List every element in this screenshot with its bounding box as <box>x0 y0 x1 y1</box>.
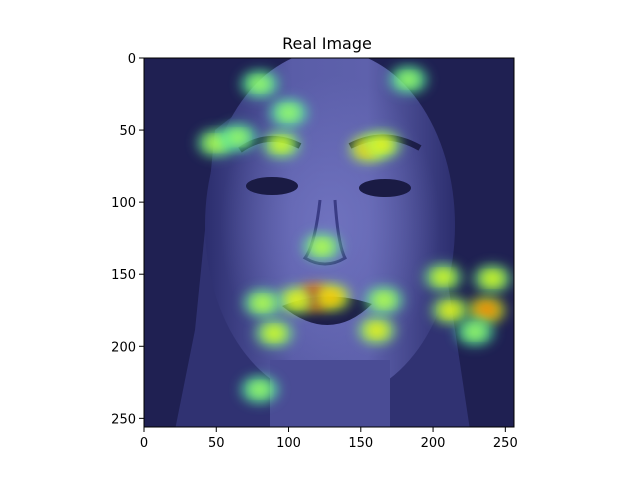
heat-spot-layer <box>479 305 494 316</box>
y-tick-label: 50 <box>119 124 136 139</box>
heat-spot <box>254 319 294 348</box>
x-tick-label: 200 <box>421 436 446 451</box>
heat-spot-layer <box>401 74 416 85</box>
x-tick-label: 250 <box>493 436 518 451</box>
heat-spot <box>466 296 507 325</box>
heat-spot <box>242 289 283 318</box>
neck-shape <box>270 360 390 427</box>
heat-spot-layer <box>467 326 482 337</box>
heat-spot-layer <box>288 295 303 306</box>
left-eye <box>246 177 298 195</box>
y-tick-label: 150 <box>111 268 136 283</box>
heat-spot-layer <box>230 132 245 143</box>
x-tick-label: 150 <box>348 436 373 451</box>
heat-spot-layer <box>436 272 451 283</box>
heat-spot <box>423 263 463 292</box>
heat-spot <box>240 69 280 98</box>
heat-spot <box>261 130 301 159</box>
heat-spot-layer <box>375 139 390 150</box>
heat-spot-layer <box>314 241 329 252</box>
plot-frame <box>143 57 515 428</box>
heat-spot <box>302 232 342 261</box>
heat-spot <box>430 296 471 325</box>
x-tick-label: 50 <box>208 436 225 451</box>
y-tick-label: 0 <box>128 52 136 67</box>
x-axis: 0 50 100 150 200 250 <box>140 427 518 451</box>
heat-spot <box>388 65 429 94</box>
heat-spot-layer <box>267 328 282 339</box>
y-axis: 0 50 100 150 200 250 <box>111 52 144 427</box>
heat-spot-layer <box>369 325 384 336</box>
heat-spot-layer <box>274 139 289 150</box>
heat-spot <box>268 98 309 127</box>
heat-spot-layer <box>485 273 500 284</box>
heat-spot-layer <box>252 78 267 89</box>
heat-spot-layer <box>255 298 270 309</box>
heat-spot <box>362 130 403 159</box>
hair-shape <box>144 58 514 427</box>
x-tick-label: 100 <box>276 436 301 451</box>
y-tick-label: 250 <box>111 412 136 427</box>
heat-spot <box>472 264 512 293</box>
face-glow <box>220 75 440 375</box>
title-group: Real Image <box>282 34 372 53</box>
chart-title: Real Image <box>282 34 372 53</box>
heat-spot <box>312 283 352 312</box>
heat-spot <box>240 375 280 404</box>
heat-spot <box>455 317 495 346</box>
heatmap-layer <box>196 65 512 404</box>
heat-spot <box>364 286 404 315</box>
right-eye <box>359 179 411 197</box>
y-tick-label: 200 <box>111 340 136 355</box>
heat-spot-layer <box>252 384 267 395</box>
heat-spot-layer <box>443 305 458 316</box>
heat-spot-layer <box>324 292 339 303</box>
heat-spot <box>276 286 316 315</box>
heat-spot-layer <box>376 295 391 306</box>
heat-spot <box>357 316 397 345</box>
y-tick-label: 100 <box>111 196 136 211</box>
heat-spot-layer <box>281 107 296 118</box>
x-tick-label: 0 <box>140 436 148 451</box>
heat-spot <box>218 123 258 152</box>
